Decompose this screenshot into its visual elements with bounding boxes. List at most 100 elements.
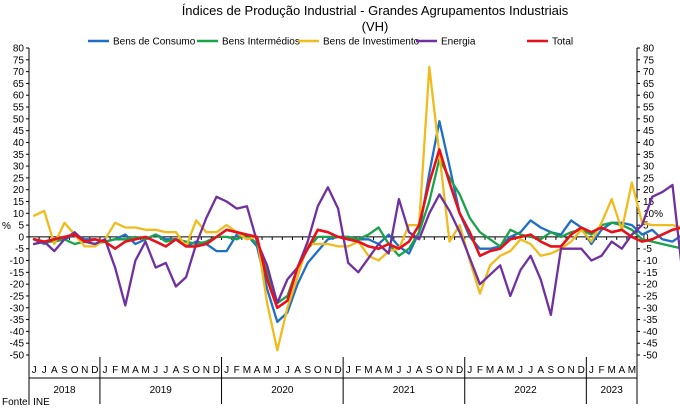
month-label: J [163,365,168,376]
y-tick-label-right: 25 [643,173,655,184]
y-tick-label-left: -45 [10,339,25,350]
month-label: A [537,365,544,376]
month-label: J [224,365,229,376]
month-label: M [628,365,636,376]
month-label: A [375,365,382,376]
y-tick-label-left: 45 [13,126,25,137]
month-label: M [607,365,615,376]
month-label: M [364,365,372,376]
series-line [32,65,680,352]
month-label: D [213,365,220,376]
month-label: M [243,365,251,376]
y-tick-label-right: 70 [643,67,655,78]
month-label: J [407,365,412,376]
month-label: J [275,365,280,376]
month-label: A [173,365,180,376]
source-note: Fonte: INE [2,397,50,408]
year-label: 2023 [601,385,624,396]
month-label: M [141,365,149,376]
y-tick-label-left: -50 [10,351,25,362]
legend: Bens de Consumo Bens Intermédios Bens de I… [88,37,573,48]
y-tick-label-right: 35 [643,150,655,161]
y-tick-label-left: 15 [13,197,25,208]
month-label: N [324,365,331,376]
y-tick-label-left: 10 [13,209,25,220]
year-label: 2018 [53,385,76,396]
year-label: 2020 [271,385,294,396]
y-tick-label-left: -30 [10,303,25,314]
series-line [32,148,680,310]
legend-label: Energia [441,37,476,48]
y-tick-label-right: 60 [643,91,655,102]
y-tick-label-left: 20 [13,185,25,196]
y-tick-label-right: -40 [643,327,658,338]
y-tick-label-right: 0 [643,232,649,243]
month-label: A [294,365,301,376]
month-label: S [304,365,311,376]
month-label: S [61,365,68,376]
y-tick-label-left: -35 [10,315,25,326]
month-label: O [192,365,200,376]
month-label: M [263,365,271,376]
y-tick-label-left: 40 [13,138,25,149]
y-tick-label-left: 80 [13,44,25,55]
y-tick-label-left: 30 [13,162,25,173]
month-label: M [506,365,514,376]
month-label: O [557,365,565,376]
y-tick-label-left: -10 [10,256,25,267]
y-tick-label-left: -5 [15,244,24,255]
y-tick-label-left: 35 [13,150,25,161]
month-label: O [314,365,322,376]
y-tick-label-left: 55 [13,103,25,114]
y-tick-label-right: -15 [643,268,658,279]
y-tick-label-right: -10 [643,256,658,267]
series-lines [32,65,680,352]
y-tick-label-right: 65 [643,79,655,90]
y-tick-label-right: 80 [643,44,655,55]
year-label: 2022 [514,385,537,396]
month-label: F [234,365,240,376]
month-label: M [121,365,129,376]
month-label: J [103,365,108,376]
month-label: A [132,365,139,376]
month-label: N [568,365,575,376]
y-tick-label-right: -30 [643,303,658,314]
month-label: J [467,365,472,376]
month-label: A [254,365,261,376]
legend-label: Bens Intermédios [222,37,300,48]
legend-label: Total [552,37,573,48]
y-tick-label-right: 15 [643,197,655,208]
month-label: J [396,365,401,376]
month-label: J [346,365,351,376]
month-label: A [618,365,625,376]
y-tick-label-right: 45 [643,126,655,137]
y-tick-label-right: 50 [643,114,655,125]
month-label: J [32,365,37,376]
y-tick-label-right: -45 [643,339,658,350]
y-tick-label-left: -25 [10,291,25,302]
y-tick-label-left: 60 [13,91,25,102]
month-label: N [446,365,453,376]
y-tick-label-right: -5 [643,244,652,255]
month-label: F [112,365,118,376]
month-label: M [385,365,393,376]
month-label: S [426,365,433,376]
y-tick-label-right: -35 [643,315,658,326]
y-tick-label-right: -50 [643,351,658,362]
y-tick-label-left: 75 [13,55,25,66]
y-tick-label-right: 30 [643,162,655,173]
month-label: J [589,365,594,376]
month-label: F [355,365,361,376]
y-tick-label-right: 10% [643,209,663,220]
month-label: A [51,365,58,376]
y-tick-label-left: -20 [10,280,25,291]
month-label: D [91,365,98,376]
y-tick-label-right: -20 [643,280,658,291]
month-label: J [153,365,158,376]
month-label: F [598,365,604,376]
series-line [32,183,680,317]
legend-label: Bens de Consumo [113,37,196,48]
chart-title: Índices de Produção Industrial - Grandes… [181,3,569,34]
y-tick-label-right: 20 [643,185,655,196]
